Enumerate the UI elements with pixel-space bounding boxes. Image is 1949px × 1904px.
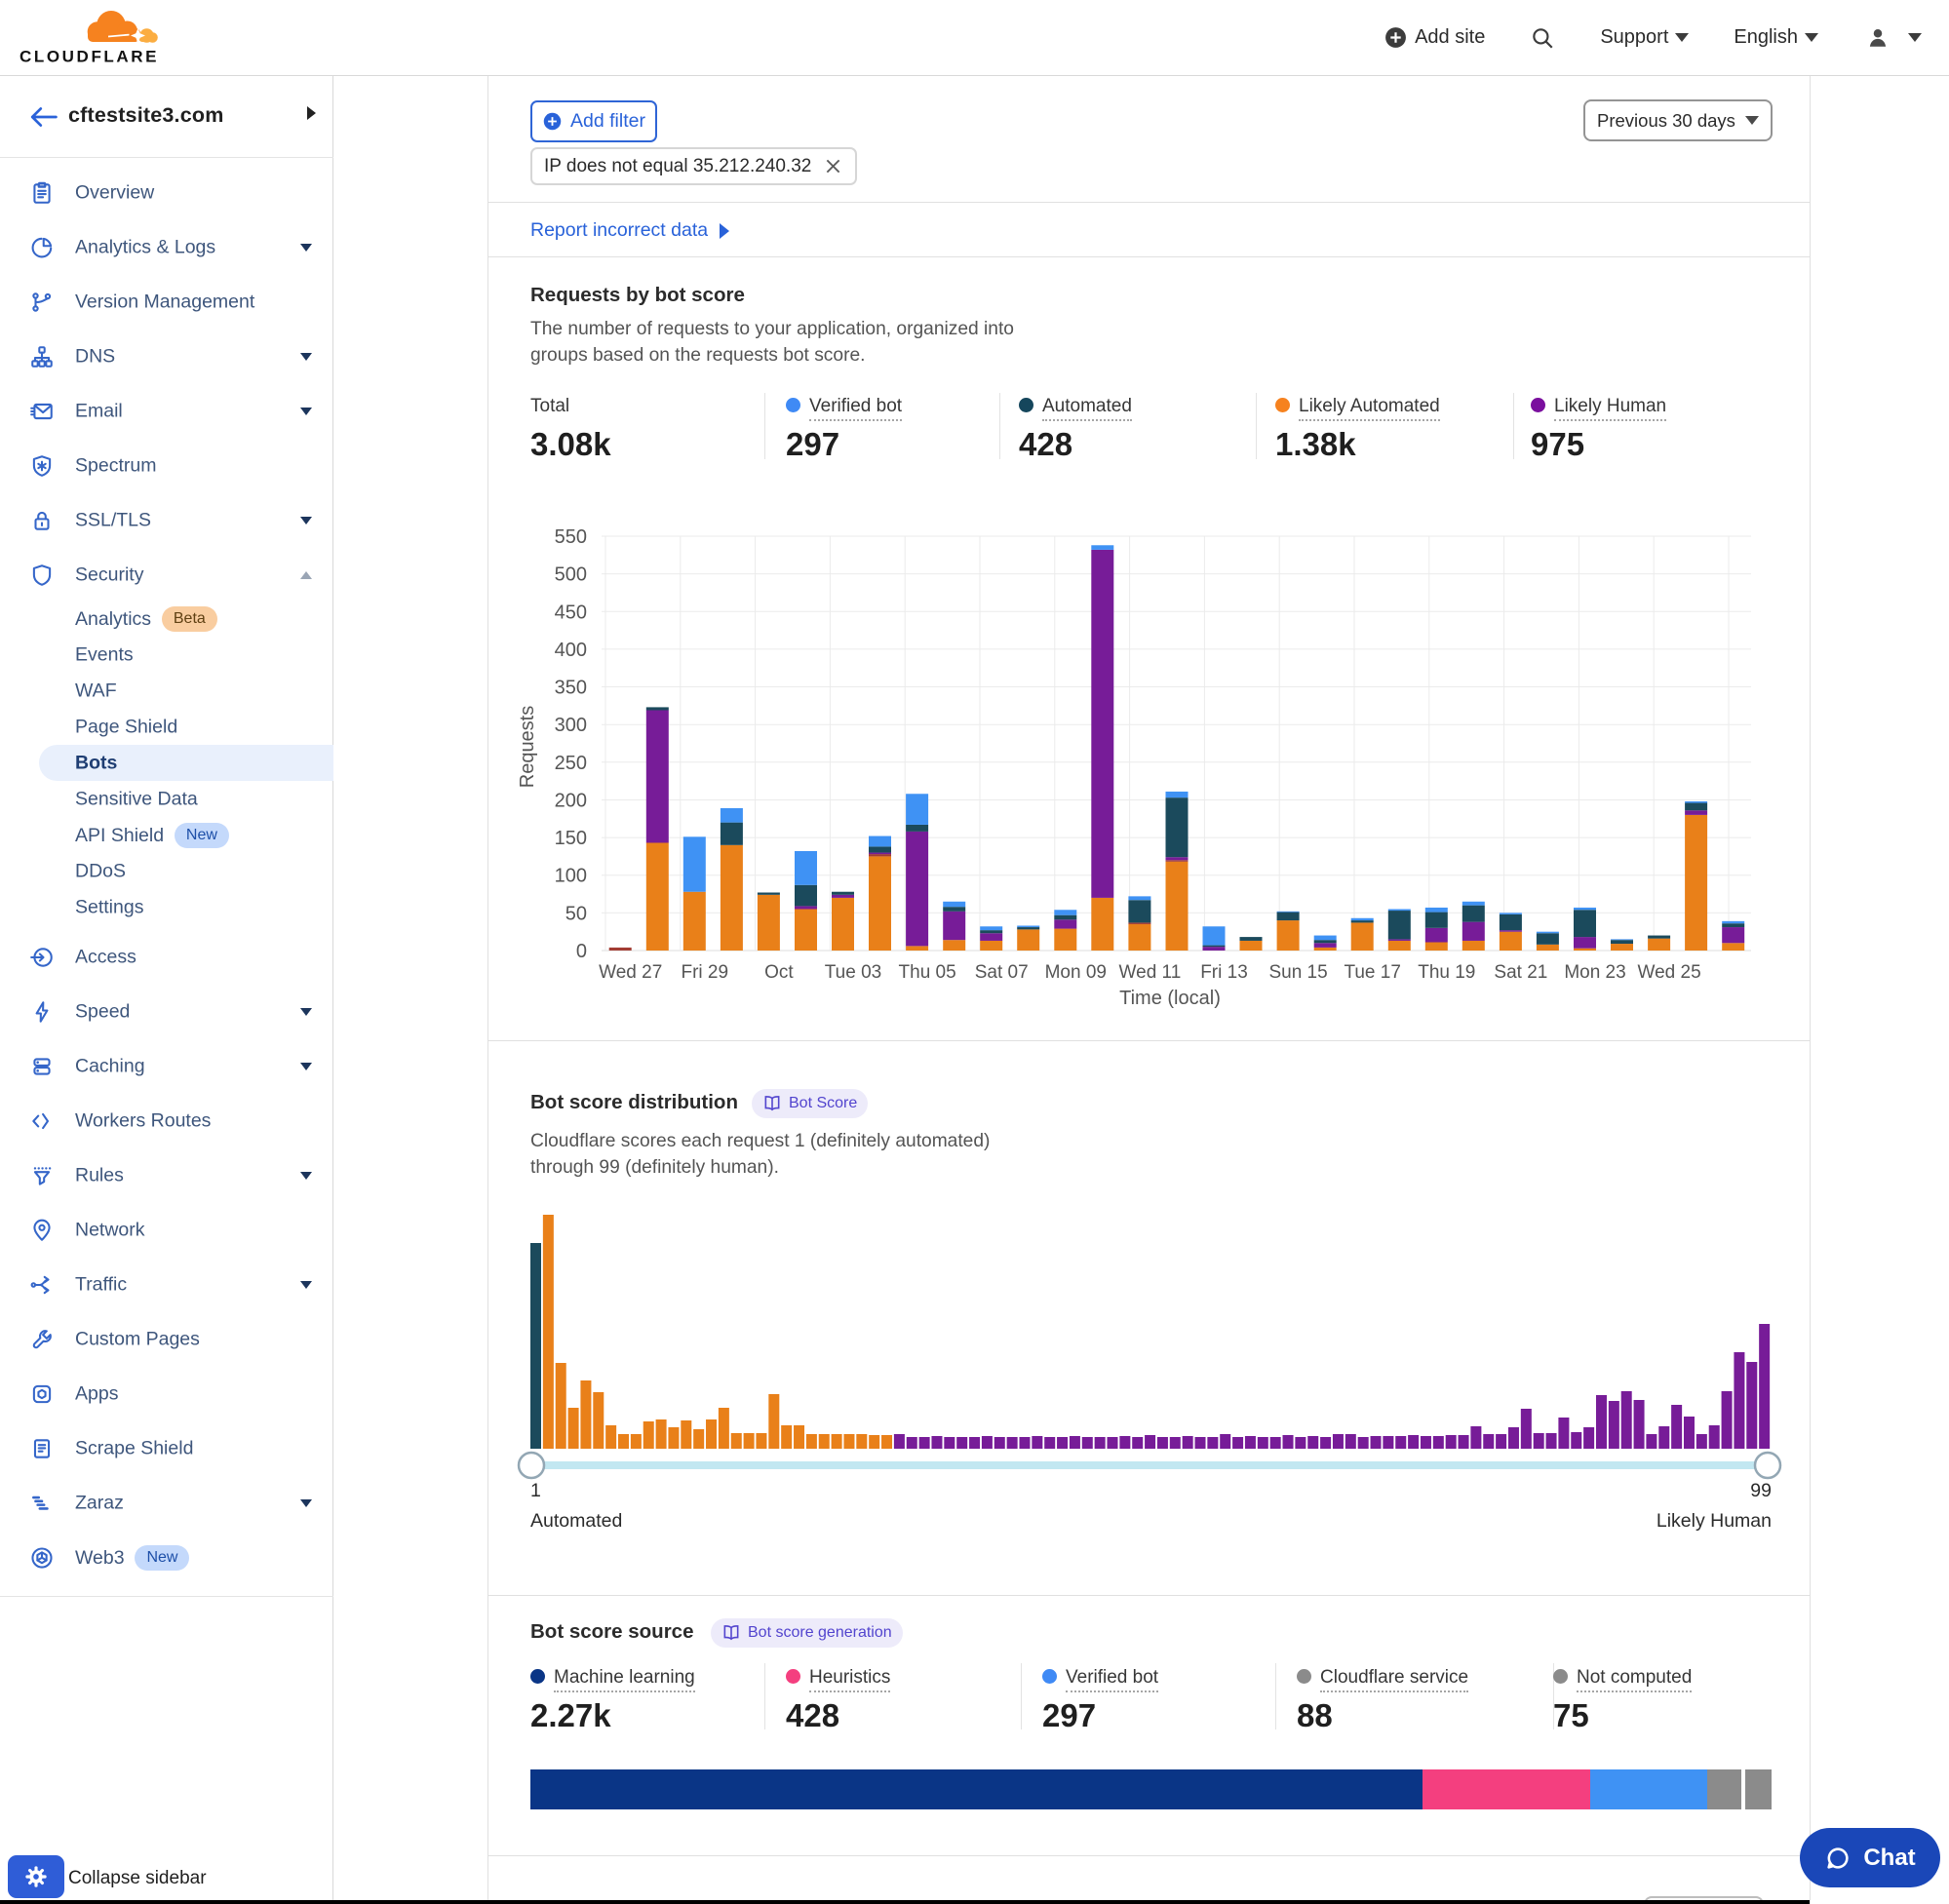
svg-text:450: 450: [555, 602, 587, 623]
svg-text:300: 300: [555, 715, 587, 736]
svg-text:Wed 27: Wed 27: [599, 962, 662, 983]
svg-text:CLOUDFLARE: CLOUDFLARE: [19, 48, 159, 66]
svg-text:50: 50: [565, 903, 587, 924]
svg-text:Mon 09: Mon 09: [1045, 962, 1107, 983]
svg-text:550: 550: [555, 526, 587, 548]
svg-text:Mon 23: Mon 23: [1564, 962, 1625, 983]
svg-text:Sun 15: Sun 15: [1268, 962, 1327, 983]
svg-text:Sat 21: Sat 21: [1494, 962, 1547, 983]
svg-text:Wed 25: Wed 25: [1638, 962, 1701, 983]
svg-text:Thu 19: Thu 19: [1418, 962, 1475, 983]
svg-text:Wed 11: Wed 11: [1119, 962, 1182, 983]
svg-text:Tue 03: Tue 03: [825, 962, 881, 983]
svg-text:150: 150: [555, 828, 587, 849]
svg-text:0: 0: [576, 941, 587, 962]
svg-text:Thu 05: Thu 05: [899, 962, 956, 983]
svg-text:350: 350: [555, 678, 587, 699]
svg-text:200: 200: [555, 791, 587, 812]
svg-text:Fri 13: Fri 13: [1200, 962, 1248, 983]
svg-text:Fri 29: Fri 29: [682, 962, 729, 983]
svg-text:400: 400: [555, 640, 587, 661]
svg-text:Tue 17: Tue 17: [1344, 962, 1400, 983]
svg-text:Sat 07: Sat 07: [975, 962, 1029, 983]
svg-text:Time (local): Time (local): [1119, 988, 1221, 1009]
svg-text:500: 500: [555, 564, 587, 586]
svg-text:Oct: Oct: [764, 962, 794, 983]
svg-text:Requests: Requests: [517, 706, 538, 789]
svg-text:100: 100: [555, 866, 587, 887]
svg-text:250: 250: [555, 753, 587, 774]
